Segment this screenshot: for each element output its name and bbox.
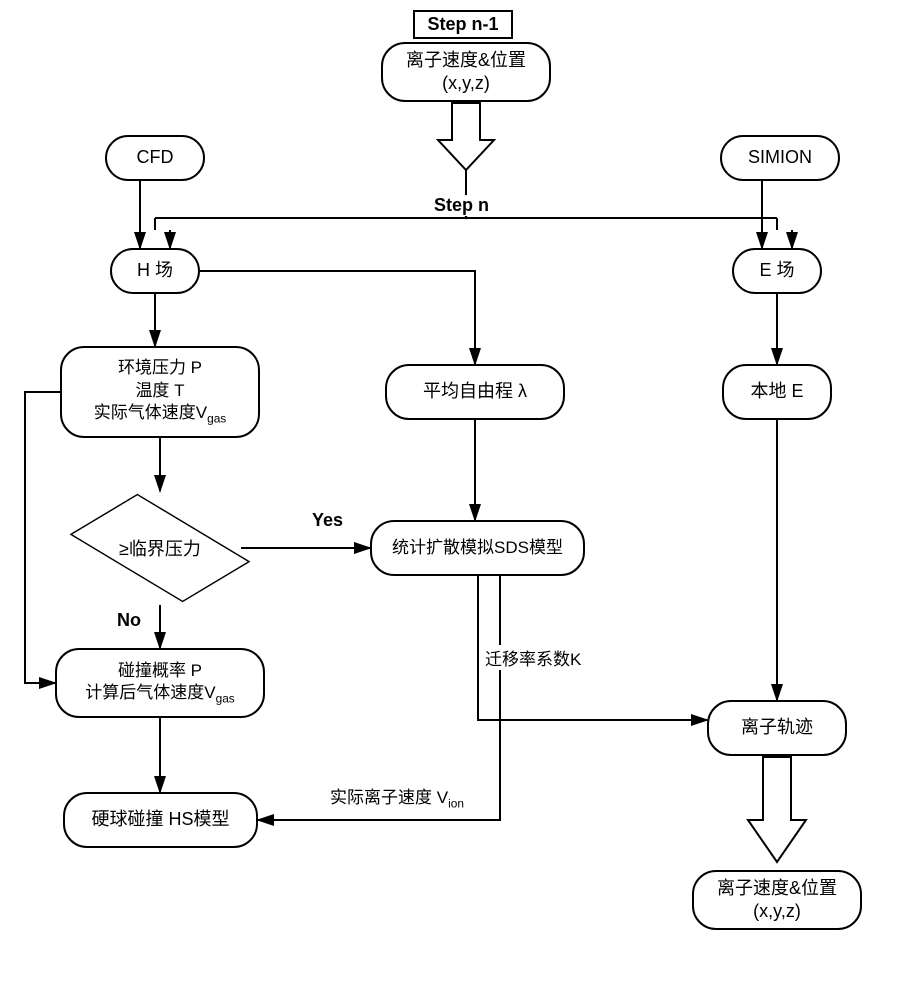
collision-text: 碰撞概率 P计算后气体速度Vgas <box>85 660 235 707</box>
block-arrow-top <box>438 103 494 170</box>
decision-node: ≥临界压力 <box>80 500 240 596</box>
mfp-node: 平均自由程 λ <box>385 364 565 420</box>
local-e-node: 本地 E <box>722 364 832 420</box>
step-n-1-label: Step n-1 <box>413 10 513 39</box>
cfd-node: CFD <box>105 135 205 181</box>
vion-label: 实际离子速度 Vion <box>330 783 464 810</box>
ion-velocity-position-top: 离子速度&位置(x,y,z) <box>381 42 551 102</box>
block-arrow-bottom <box>748 757 806 862</box>
ion-bottom-text: 离子速度&位置(x,y,z) <box>717 877 837 924</box>
ion-top-text: 离子速度&位置(x,y,z) <box>406 49 526 96</box>
sds-node: 统计扩散模拟SDS模型 <box>370 520 585 576</box>
h-field-node: H 场 <box>110 248 200 294</box>
yes-label: Yes <box>310 510 345 531</box>
trajectory-node: 离子轨迹 <box>707 700 847 756</box>
ion-velocity-position-bottom: 离子速度&位置(x,y,z) <box>692 870 862 930</box>
simion-node: SIMION <box>720 135 840 181</box>
e-field-node: E 场 <box>732 248 822 294</box>
k-coef-label: 迁移率系数K <box>485 645 581 670</box>
hs-node: 硬球碰撞 HS模型 <box>63 792 258 848</box>
step-n-label: Step n <box>432 195 491 216</box>
env-text: 环境压力 P温度 T实际气体速度Vgas <box>94 357 227 426</box>
step-n-frame <box>155 218 777 230</box>
env-node: 环境压力 P温度 T实际气体速度Vgas <box>60 346 260 438</box>
collision-node: 碰撞概率 P计算后气体速度Vgas <box>55 648 265 718</box>
no-label: No <box>115 610 143 631</box>
